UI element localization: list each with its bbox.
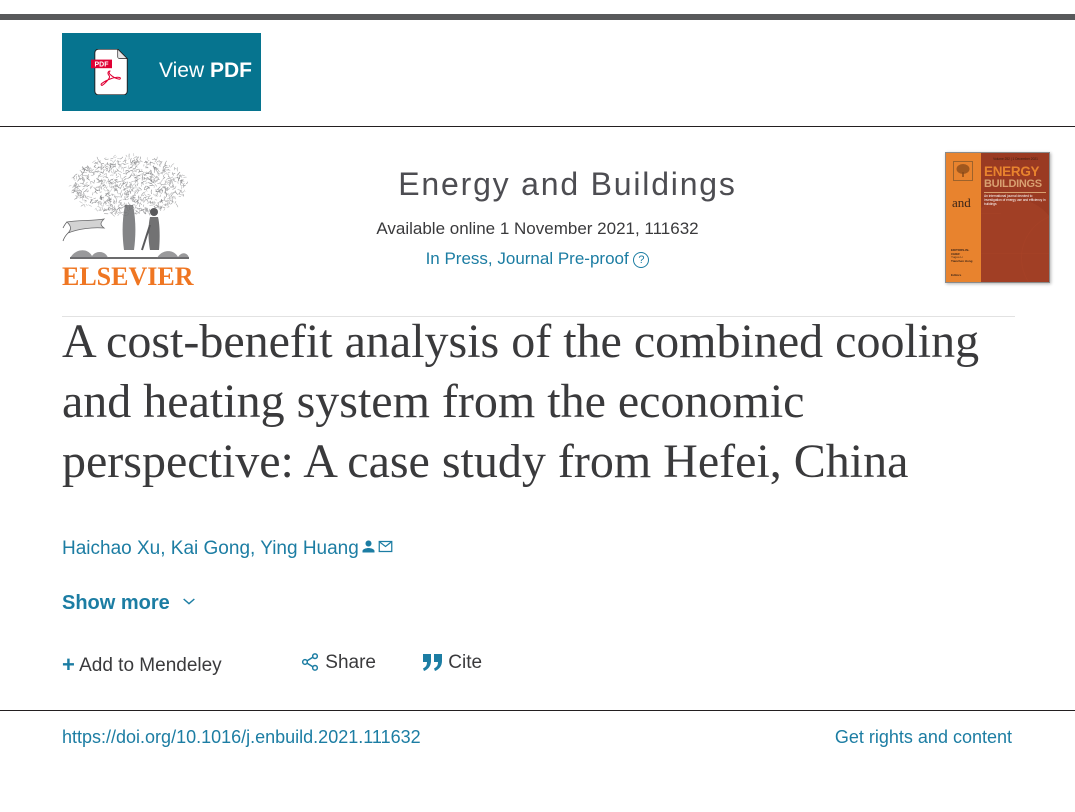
svg-text:PDF: PDF: [95, 62, 109, 69]
